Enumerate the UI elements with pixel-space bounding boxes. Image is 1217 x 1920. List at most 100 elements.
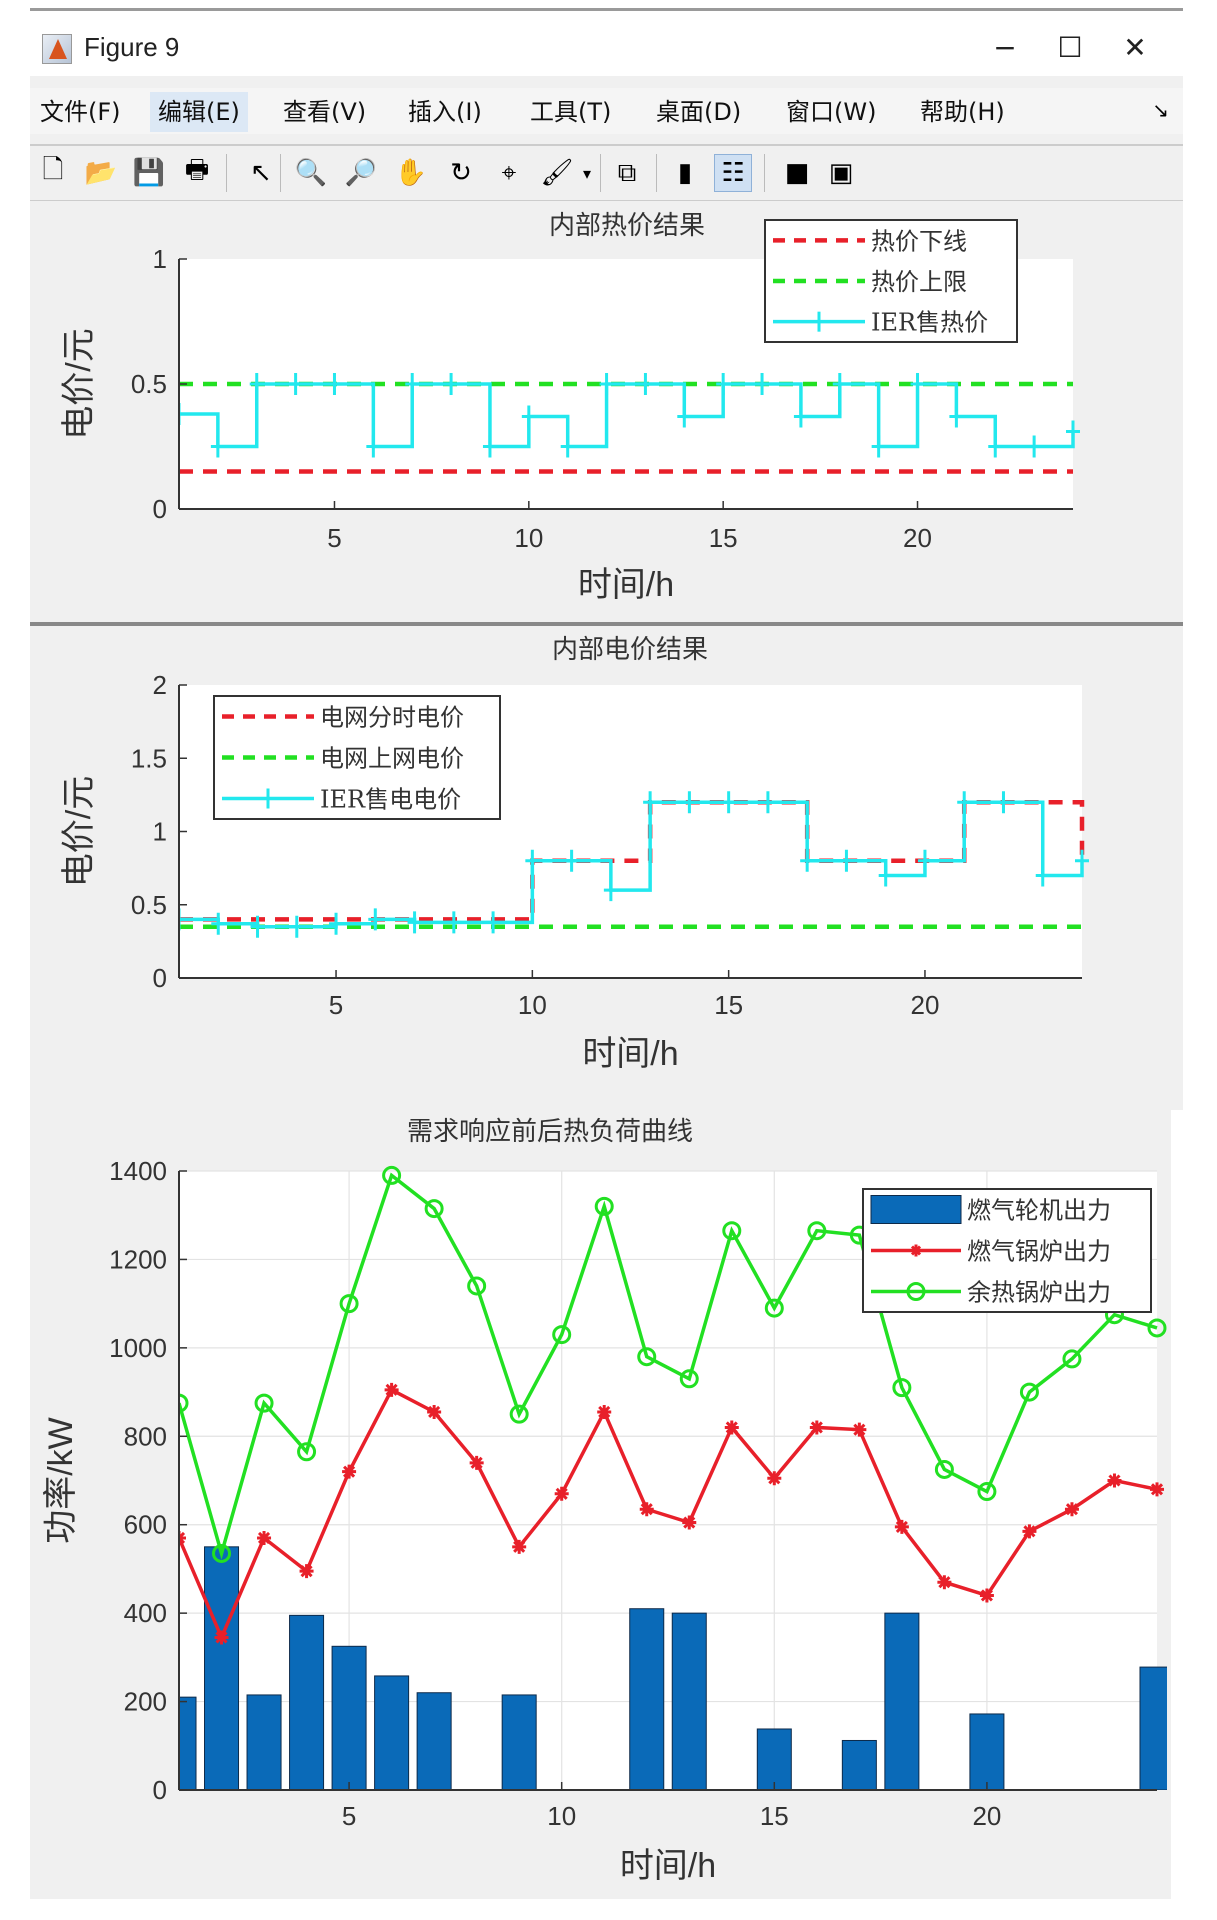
star-marker bbox=[512, 1539, 527, 1554]
star-marker bbox=[342, 1464, 357, 1479]
plus-marker bbox=[327, 373, 342, 395]
menu-help[interactable]: 帮助(H) bbox=[920, 98, 1005, 126]
save-icon: 💾 bbox=[132, 158, 166, 188]
plus-marker bbox=[407, 911, 422, 934]
data-cursor-button[interactable]: ⌖ bbox=[490, 154, 528, 192]
y-axis-label: 电价/元 bbox=[60, 328, 98, 439]
bar-mark bbox=[884, 1612, 920, 1790]
brush-button[interactable]: 🖌 bbox=[538, 154, 576, 192]
star-marker bbox=[724, 1420, 739, 1435]
insert-legend-button[interactable]: ☷ bbox=[714, 154, 752, 192]
y-axis-label: 电价/元 bbox=[60, 776, 98, 887]
hide-plot-tools-button[interactable]: ■ bbox=[778, 154, 816, 192]
plus-marker bbox=[949, 405, 964, 428]
circle-marker bbox=[934, 1459, 954, 1479]
circle-marker bbox=[1019, 1382, 1039, 1402]
menu-insert[interactable]: 插入(I) bbox=[408, 98, 482, 126]
circle-marker bbox=[594, 1196, 614, 1216]
panel-divider bbox=[30, 622, 1183, 626]
series-2 bbox=[179, 373, 1080, 458]
rotate-3d-icon: ↻ bbox=[450, 158, 472, 188]
plus-marker bbox=[910, 373, 925, 395]
star-marker bbox=[384, 1382, 399, 1397]
save-button[interactable]: 💾 bbox=[130, 154, 168, 192]
new-figure-button[interactable]: 🗋 bbox=[34, 154, 72, 192]
legend-swatch bbox=[870, 1195, 962, 1224]
plus-marker bbox=[1075, 849, 1089, 872]
plus-marker bbox=[996, 791, 1011, 814]
menu-file[interactable]: 文件(F) bbox=[40, 98, 121, 126]
star-marker bbox=[597, 1404, 612, 1419]
plus-marker bbox=[917, 849, 932, 872]
y-tick-label: 1.5 bbox=[131, 743, 167, 773]
y-tick-label: 600 bbox=[124, 1510, 167, 1540]
menu-view[interactable]: 查看(V) bbox=[283, 98, 367, 126]
plus-marker bbox=[721, 791, 736, 814]
plus-marker bbox=[366, 435, 381, 458]
open-file-button[interactable]: 📂 bbox=[82, 154, 120, 192]
edit-plot-button[interactable]: ↖ bbox=[242, 154, 280, 192]
toolbar-separator bbox=[280, 154, 281, 192]
y-tick-label: 0.5 bbox=[131, 890, 167, 920]
menu-desktop[interactable]: 桌面(D) bbox=[656, 98, 742, 126]
bar-mark bbox=[1139, 1666, 1167, 1790]
star-marker bbox=[299, 1564, 314, 1579]
toolbar-separator bbox=[226, 154, 227, 192]
circle-marker bbox=[254, 1393, 274, 1413]
circle-marker bbox=[552, 1325, 572, 1345]
bar-mark bbox=[416, 1692, 452, 1790]
insert-legend-icon: ☷ bbox=[721, 158, 745, 188]
figure-toolbar: 🗋 📂 💾 🖶 ↖ 🔍 🔎 ✋ ↻ ⌖ 🖌 ▾ ⧉ ▮ ☷ ■ ▣ bbox=[30, 144, 1183, 202]
brush-dropdown-button[interactable]: ▾ bbox=[578, 154, 596, 192]
series-0 bbox=[179, 1546, 1167, 1790]
plus-marker bbox=[760, 791, 775, 814]
print-button[interactable]: 🖶 bbox=[178, 154, 216, 192]
minimize-button[interactable]: − bbox=[993, 31, 1017, 64]
plus-marker bbox=[1066, 420, 1080, 443]
star-marker bbox=[1064, 1502, 1079, 1517]
plus-marker bbox=[289, 915, 304, 938]
plus-marker bbox=[288, 373, 303, 395]
x-tick-label: 15 bbox=[714, 990, 743, 1020]
zoom-out-button[interactable]: 🔎 bbox=[342, 154, 380, 192]
legend-label: 余热锅炉出力 bbox=[967, 1279, 1111, 1307]
menu-tools[interactable]: 工具(T) bbox=[530, 98, 612, 126]
maximize-button[interactable]: ☐ bbox=[1057, 31, 1083, 64]
plus-marker bbox=[800, 849, 815, 872]
x-tick-label: 15 bbox=[760, 1801, 789, 1831]
menu-edit[interactable]: 编辑(E) bbox=[150, 92, 248, 132]
link-plot-button[interactable]: ⧉ bbox=[608, 154, 646, 192]
bar-mark bbox=[671, 1612, 707, 1790]
legend-label: 电网上网电价 bbox=[320, 745, 464, 773]
circle-marker bbox=[509, 1404, 529, 1424]
plus-marker bbox=[250, 915, 265, 938]
insert-colorbar-button[interactable]: ▮ bbox=[666, 154, 704, 192]
x-axis-label: 时间/h bbox=[620, 1847, 716, 1885]
zoom-in-button[interactable]: 🔍 bbox=[292, 154, 330, 192]
y-tick-label: 0.5 bbox=[131, 369, 167, 399]
star-marker bbox=[1150, 1482, 1164, 1497]
menu-window[interactable]: 窗口(W) bbox=[786, 98, 877, 126]
plus-marker bbox=[179, 403, 186, 425]
dock-arrow-icon[interactable]: ↘ bbox=[1152, 98, 1169, 122]
close-button[interactable]: ✕ bbox=[1123, 31, 1147, 64]
plus-marker bbox=[643, 791, 658, 814]
legend-label: 电网分时电价 bbox=[320, 704, 464, 732]
background-window-edge bbox=[30, 8, 1183, 11]
show-plot-tools-button[interactable]: ▣ bbox=[822, 154, 860, 192]
x-axis-label: 时间/h bbox=[578, 566, 674, 604]
y-tick-label: 800 bbox=[124, 1421, 167, 1451]
heat-load-chart: 5 10 15 200200400600800100012001400需求响应前后热负… bbox=[42, 1117, 1167, 1885]
legend-marker bbox=[906, 1282, 926, 1301]
star-marker bbox=[639, 1502, 654, 1517]
star-marker bbox=[469, 1455, 484, 1470]
new-figure-icon: 🗋 bbox=[42, 155, 64, 185]
star-marker bbox=[767, 1471, 782, 1486]
series-group bbox=[179, 791, 1089, 938]
rotate-3d-button[interactable]: ↻ bbox=[442, 154, 480, 192]
pan-button[interactable]: ✋ bbox=[392, 154, 430, 192]
circle-marker bbox=[467, 1276, 487, 1296]
circle-marker bbox=[892, 1378, 912, 1398]
series-group bbox=[179, 1165, 1167, 1790]
